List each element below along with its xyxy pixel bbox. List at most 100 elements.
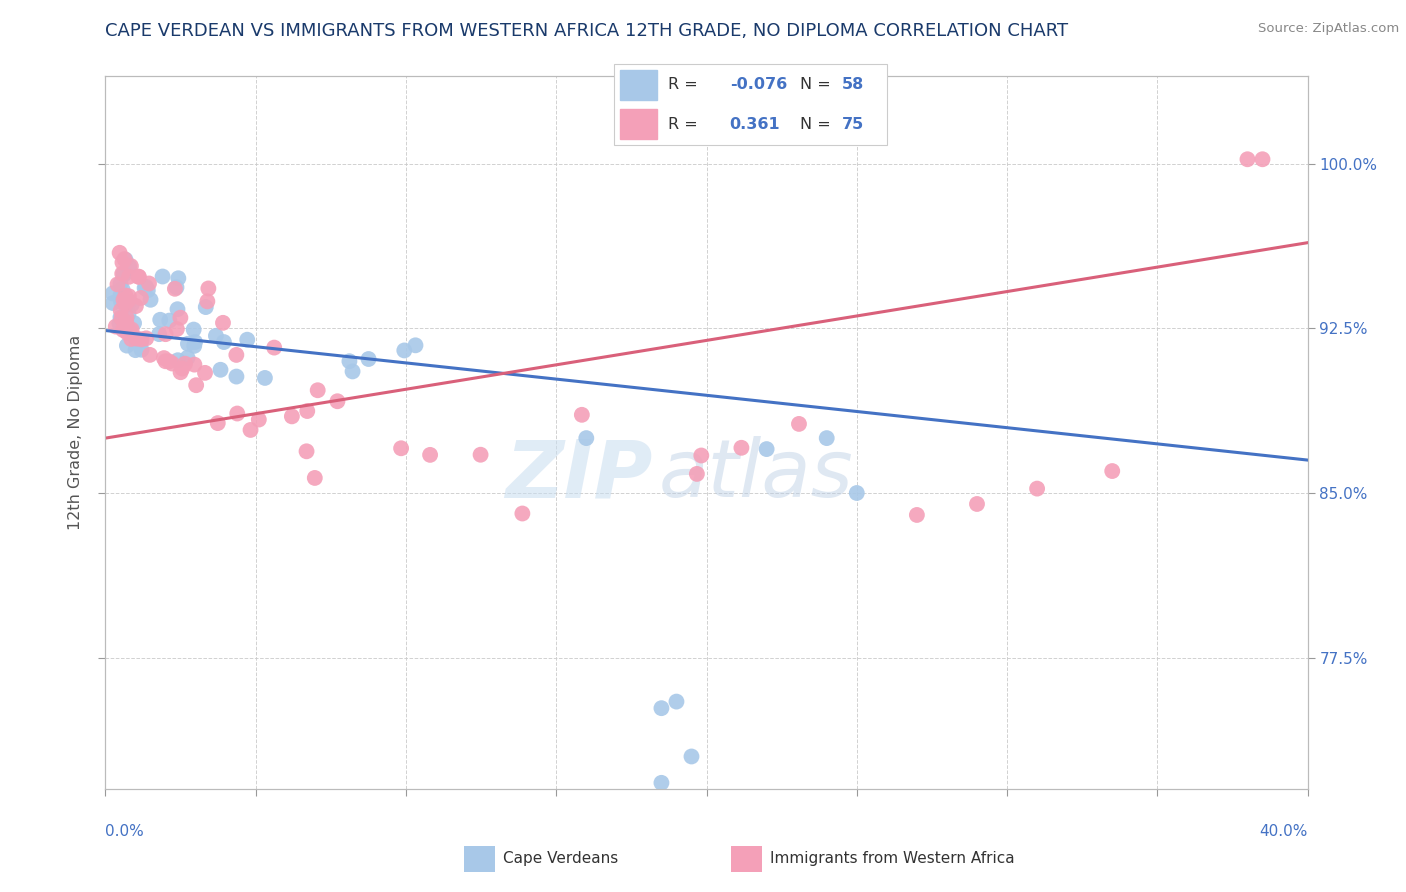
Point [114, 252, 136, 267]
Point [787, 417, 810, 431]
Point [205, 328, 228, 343]
Point [125, 299, 148, 313]
Text: 0.0%: 0.0% [105, 824, 145, 838]
Point [169, 365, 191, 379]
Point [225, 348, 247, 362]
Point [139, 293, 162, 307]
Point [153, 351, 176, 365]
Bar [620, 70, 657, 100]
Point [212, 334, 235, 349]
Point [225, 369, 247, 384]
Point [195, 294, 218, 309]
Point [118, 289, 141, 303]
Point [166, 302, 188, 317]
Point [815, 431, 838, 445]
Point [128, 269, 150, 284]
Point [112, 323, 135, 337]
Text: ZIP: ZIP [505, 436, 652, 515]
Point [149, 312, 172, 326]
Point [138, 277, 160, 291]
Point [209, 363, 232, 377]
Point [114, 288, 136, 302]
Point [136, 283, 159, 297]
Point [134, 281, 156, 295]
Point [172, 361, 194, 376]
Point [125, 332, 148, 346]
Point [121, 322, 143, 336]
Point [405, 338, 427, 352]
Point [357, 351, 380, 366]
Point [326, 394, 349, 409]
Text: Immigrants from Western Africa: Immigrants from Western Africa [770, 852, 1015, 866]
Point [1251, 153, 1274, 167]
Point [108, 245, 131, 260]
FancyBboxPatch shape [614, 64, 887, 145]
Point [184, 334, 207, 349]
Point [247, 412, 270, 426]
Point [163, 282, 186, 296]
Point [236, 333, 259, 347]
Text: R =: R = [668, 117, 697, 132]
Point [148, 327, 170, 342]
Point [118, 269, 141, 284]
Point [111, 255, 134, 269]
Point [110, 277, 132, 291]
Point [1236, 153, 1258, 167]
Point [118, 323, 141, 337]
Point [112, 293, 135, 307]
Point [177, 336, 200, 351]
Point [166, 322, 188, 336]
Point [197, 281, 219, 295]
Point [207, 416, 229, 430]
Point [650, 701, 672, 715]
Point [111, 267, 134, 281]
Point [342, 364, 364, 378]
Point [101, 296, 124, 310]
Y-axis label: 12th Grade, No Diploma: 12th Grade, No Diploma [67, 335, 83, 530]
Point [124, 343, 146, 358]
Text: Source: ZipAtlas.com: Source: ZipAtlas.com [1258, 22, 1399, 36]
Point [307, 384, 329, 398]
Point [112, 267, 135, 281]
Point [122, 316, 145, 330]
Point [107, 277, 129, 292]
Point [304, 471, 326, 485]
Point [686, 467, 709, 481]
Point [129, 335, 152, 350]
Point [690, 449, 713, 463]
Text: 0.361: 0.361 [730, 117, 780, 132]
Point [239, 423, 262, 437]
Text: atlas: atlas [658, 436, 853, 515]
Point [394, 343, 416, 358]
Point [120, 332, 142, 346]
Point [108, 317, 131, 331]
Point [183, 358, 205, 372]
Point [139, 348, 162, 362]
Point [110, 310, 132, 325]
Point [755, 442, 778, 456]
Point [155, 327, 177, 342]
Point [155, 354, 177, 368]
Point [281, 409, 304, 424]
Point [571, 408, 593, 422]
Point [297, 404, 319, 418]
Point [186, 378, 208, 392]
Point [111, 282, 134, 296]
Point [845, 486, 868, 500]
Point [115, 310, 138, 325]
Point [157, 313, 180, 327]
Point [120, 259, 142, 273]
Point [115, 316, 138, 330]
Point [183, 339, 205, 353]
Point [125, 334, 148, 348]
Point [135, 331, 157, 345]
Point [419, 448, 441, 462]
Text: -0.076: -0.076 [730, 78, 787, 93]
Point [226, 407, 249, 421]
Point [389, 442, 412, 456]
Point [194, 300, 217, 314]
Point [160, 357, 183, 371]
Point [115, 326, 138, 340]
Bar [620, 109, 657, 139]
Point [212, 316, 235, 330]
